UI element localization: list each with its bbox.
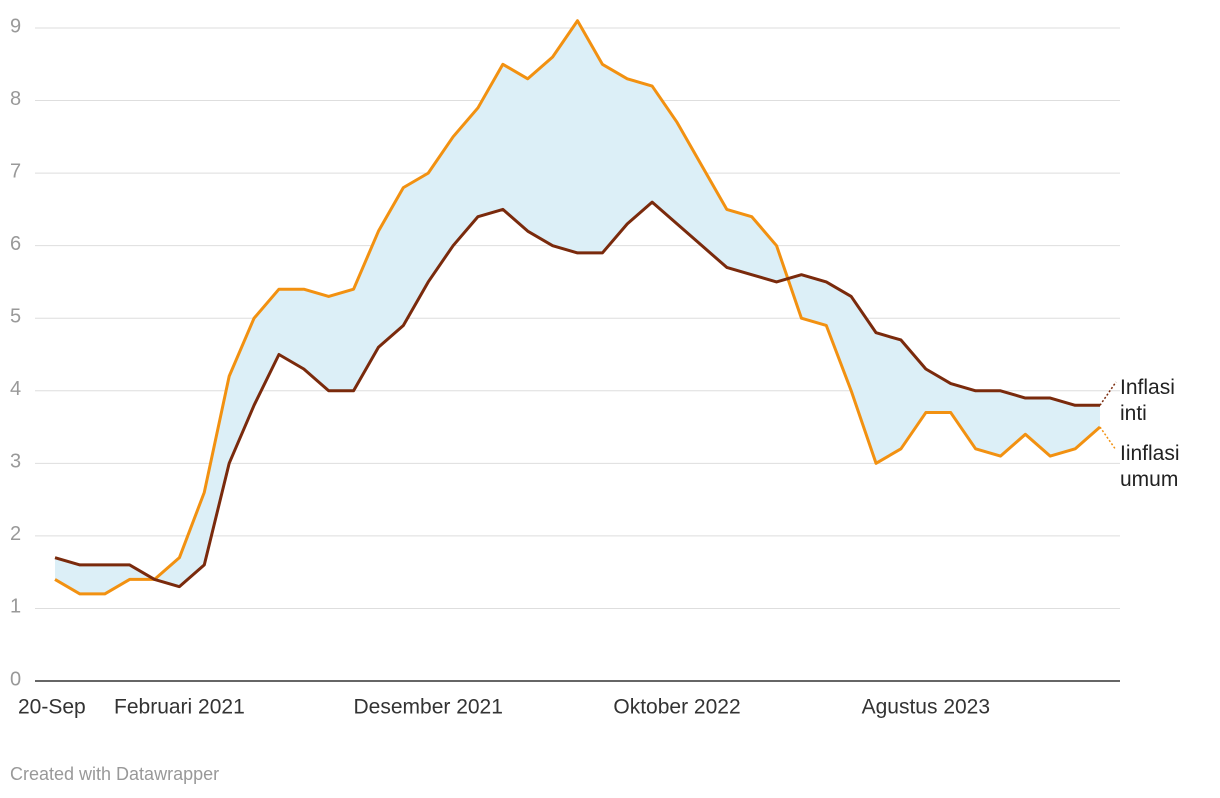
x-tick-label: Desember 2021 <box>354 696 503 719</box>
series-label: Inflasi inti <box>1120 376 1175 425</box>
series-label: Iinflasi umum <box>1120 442 1180 491</box>
x-tick-label: Februari 2021 <box>114 696 245 719</box>
y-tick-label: 7 <box>10 160 21 182</box>
y-tick-label: 1 <box>10 596 21 618</box>
range-fill <box>55 20 1100 594</box>
footer: Created with Datawrapper <box>10 764 219 784</box>
y-tick-label: 0 <box>10 668 21 690</box>
y-tick-label: 9 <box>10 15 21 37</box>
x-tick-label: 20-Sep <box>18 696 86 719</box>
y-tick-label: 4 <box>10 378 21 400</box>
y-tick-label: 2 <box>10 523 21 545</box>
y-tick-label: 3 <box>10 451 21 473</box>
y-tick-label: 6 <box>10 233 21 255</box>
x-tick-label: Oktober 2022 <box>613 696 740 719</box>
y-tick-label: 5 <box>10 306 21 328</box>
label-connector <box>1099 381 1117 406</box>
x-tick-label: Agustus 2023 <box>862 696 990 719</box>
series-line <box>54 19 1101 596</box>
label-connector <box>1099 426 1117 451</box>
y-tick-label: 8 <box>10 88 21 110</box>
series-line <box>54 200 1100 589</box>
